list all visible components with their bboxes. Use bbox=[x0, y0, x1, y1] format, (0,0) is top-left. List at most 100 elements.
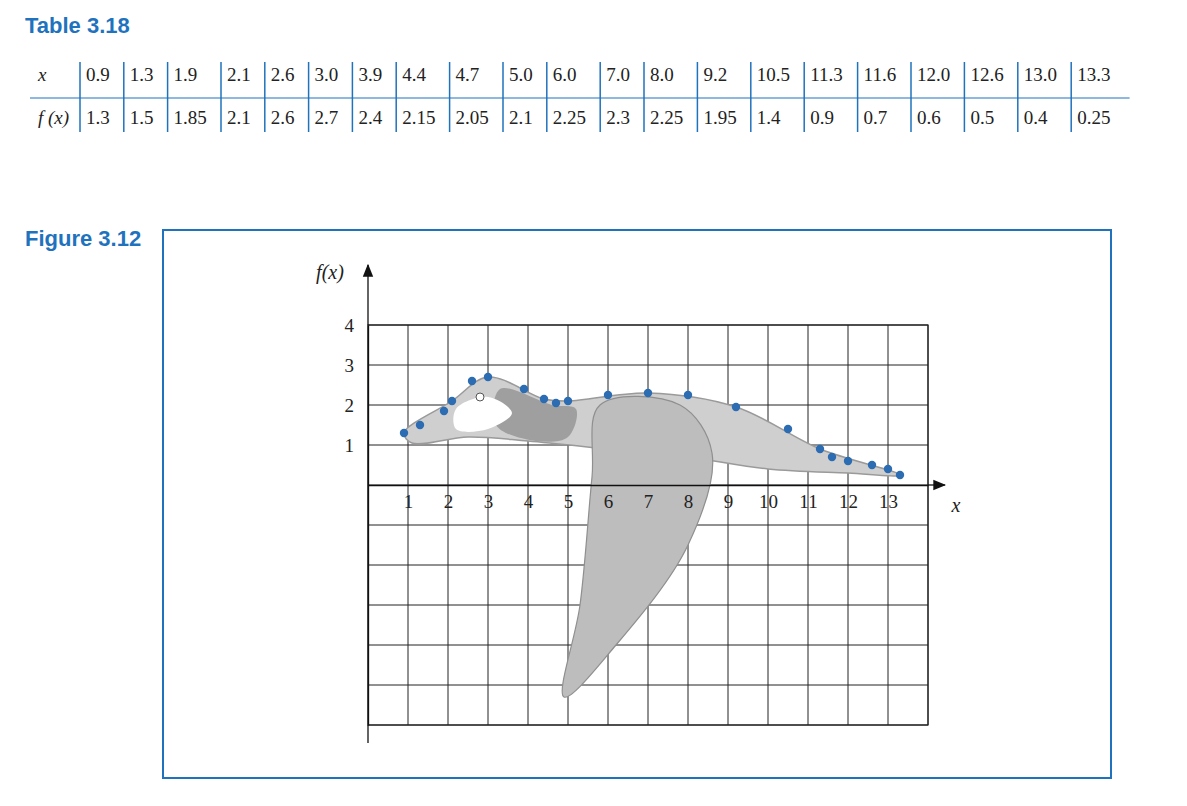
tick: 1 bbox=[404, 485, 414, 512]
y-axis: 1 2 3 4 bbox=[345, 315, 369, 726]
data-point bbox=[416, 421, 424, 429]
table-cell: 3.0 bbox=[315, 64, 339, 85]
table-cell: 12.0 bbox=[917, 64, 950, 85]
tick-label: 5 bbox=[564, 491, 574, 512]
tick: 12 bbox=[839, 485, 858, 512]
tick: 5 bbox=[564, 485, 574, 512]
data-point bbox=[816, 445, 824, 453]
table-separator bbox=[1070, 62, 1072, 132]
tick-label: 2 bbox=[345, 395, 355, 416]
table-cell: 0.9 bbox=[86, 64, 110, 85]
tick-label: 12 bbox=[839, 491, 858, 512]
table-cell: 0.7 bbox=[864, 107, 888, 128]
data-point bbox=[604, 391, 612, 399]
data-point bbox=[844, 457, 852, 465]
tick: 4 bbox=[345, 315, 369, 336]
data-point bbox=[440, 407, 448, 415]
data-point bbox=[784, 425, 792, 433]
table-cell: 2.05 bbox=[456, 107, 489, 128]
goose-wing bbox=[562, 396, 713, 697]
table-separator bbox=[308, 62, 310, 132]
y-axis-tail bbox=[367, 725, 368, 743]
data-point bbox=[540, 395, 548, 403]
tick-label: 3 bbox=[345, 355, 355, 376]
figure-title: Figure 3.12 bbox=[25, 226, 141, 251]
table-cell: 2.6 bbox=[271, 107, 295, 128]
table-separator bbox=[910, 62, 912, 132]
row-label: x bbox=[37, 64, 47, 85]
table-cell: 5.0 bbox=[509, 64, 533, 85]
axis-line bbox=[368, 326, 369, 726]
table-cell: 0.25 bbox=[1077, 107, 1110, 128]
tick: 11 bbox=[799, 485, 817, 512]
data-point bbox=[644, 389, 652, 397]
table-separator bbox=[546, 62, 548, 132]
tick-label: 10 bbox=[759, 491, 778, 512]
table-separator bbox=[1017, 62, 1019, 132]
data-point bbox=[884, 465, 892, 473]
tick: 2 bbox=[345, 395, 369, 416]
tick: 8 bbox=[684, 485, 694, 512]
table-cell: 1.85 bbox=[174, 107, 207, 128]
grid-line bbox=[368, 685, 928, 686]
table-cell: 2.25 bbox=[650, 107, 683, 128]
tick-label: 9 bbox=[724, 491, 734, 512]
tick-label: 2 bbox=[444, 491, 454, 512]
table-cell: 0.5 bbox=[970, 107, 994, 128]
data-point bbox=[896, 471, 904, 479]
data-point bbox=[868, 461, 876, 469]
row-label: f (x) bbox=[38, 107, 69, 129]
points bbox=[400, 373, 904, 479]
table-cell: 2.1 bbox=[227, 107, 251, 128]
table-separator bbox=[857, 62, 859, 132]
data-point bbox=[468, 377, 476, 385]
table-separator bbox=[803, 62, 805, 132]
table-cell: 6.0 bbox=[553, 64, 577, 85]
grid-line bbox=[368, 645, 928, 646]
data-point bbox=[520, 385, 528, 393]
data-point bbox=[684, 391, 692, 399]
table-cell: 1.95 bbox=[703, 107, 736, 128]
x-axis: 12345678910111213 bbox=[369, 485, 929, 512]
plot-area bbox=[400, 373, 904, 697]
tick-label: 8 bbox=[684, 491, 694, 512]
table-separator bbox=[750, 62, 752, 132]
table-cell: 2.15 bbox=[402, 107, 435, 128]
table-cell: 12.6 bbox=[970, 64, 1003, 85]
goose-eye bbox=[476, 393, 484, 401]
table-cell: 4.4 bbox=[402, 64, 426, 85]
table-cell: 0.9 bbox=[810, 107, 834, 128]
table-cell: 7.0 bbox=[606, 64, 630, 85]
tick-label: 7 bbox=[644, 491, 654, 512]
data-point bbox=[564, 397, 572, 405]
table-cell: 2.1 bbox=[227, 64, 251, 85]
tick-label: 1 bbox=[404, 491, 414, 512]
grid bbox=[368, 325, 928, 725]
tick: 2 bbox=[444, 485, 454, 512]
table-cell: 0.4 bbox=[1024, 107, 1048, 128]
table-separator bbox=[167, 62, 169, 132]
table-separator bbox=[264, 62, 266, 132]
tick-label: 4 bbox=[524, 491, 534, 512]
table-cell: 13.3 bbox=[1077, 64, 1110, 85]
table-cell: 2.1 bbox=[509, 107, 533, 128]
table: x0.91.31.92.12.63.03.94.44.75.06.07.08.0… bbox=[30, 62, 1130, 132]
table-separator bbox=[395, 62, 397, 132]
table-cell: 9.2 bbox=[703, 64, 727, 85]
table-cell: 4.7 bbox=[456, 64, 480, 85]
tick-label: 1 bbox=[345, 435, 355, 456]
table-cell: 13.0 bbox=[1024, 64, 1057, 85]
grid-line bbox=[368, 365, 928, 366]
tick-label: 6 bbox=[604, 491, 614, 512]
table-cell: 2.4 bbox=[358, 107, 382, 128]
table-cell: 1.5 bbox=[130, 107, 154, 128]
data-point bbox=[732, 403, 740, 411]
table-cell: 1.4 bbox=[757, 107, 781, 128]
table-separator bbox=[697, 62, 699, 132]
axis-line bbox=[369, 485, 929, 486]
table-separator bbox=[964, 62, 966, 132]
tick-label: 13 bbox=[879, 491, 898, 512]
tick-label: 4 bbox=[345, 315, 355, 336]
tick-label: 3 bbox=[484, 491, 494, 512]
table-separator bbox=[123, 62, 125, 132]
